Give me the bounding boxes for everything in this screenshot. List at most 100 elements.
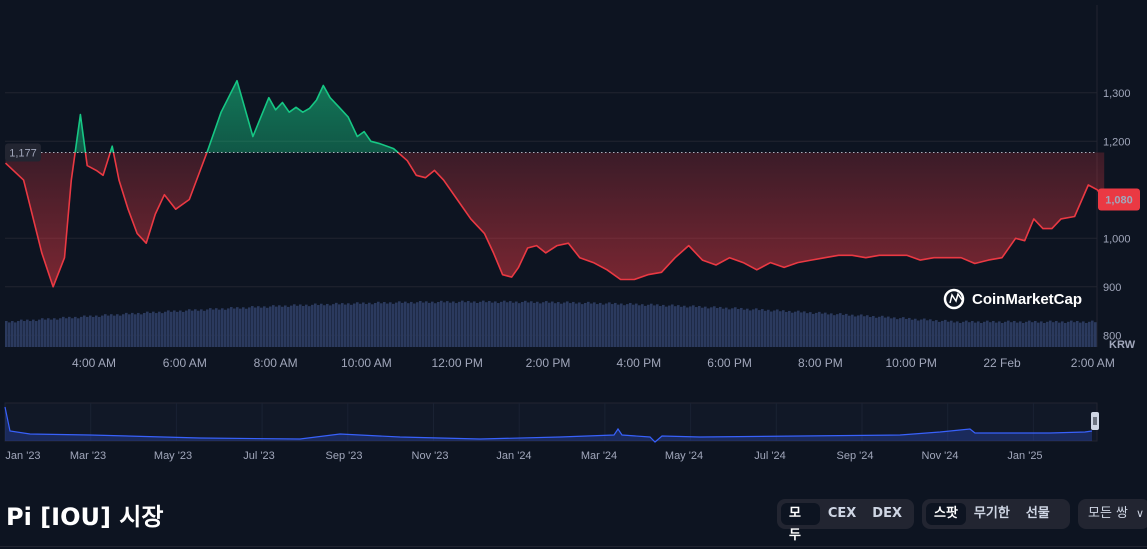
- x-tick-label: 8:00 AM: [254, 356, 298, 370]
- volume-bar: [752, 309, 755, 347]
- volume-bar: [362, 302, 365, 347]
- volume-bar: [746, 308, 749, 347]
- volume-bar: [14, 322, 17, 347]
- volume-bar: [791, 312, 794, 347]
- volume-bar: [392, 303, 395, 347]
- volume-bar: [695, 307, 698, 347]
- volume-bar: [38, 319, 41, 347]
- volume-bar: [101, 315, 104, 347]
- reference-label: 1,177: [9, 147, 37, 159]
- volume-bar: [803, 311, 806, 347]
- volume-bar: [1013, 321, 1016, 347]
- volume-bar: [137, 312, 140, 347]
- pair-dropdown[interactable]: 모든 쌍 ∨: [1078, 499, 1147, 529]
- volume-bar: [1064, 323, 1067, 347]
- volume-bar: [128, 314, 131, 347]
- volume-bar: [110, 314, 113, 347]
- exchange-type-filter: 모두 CEX DEX: [777, 499, 914, 543]
- volume-bar: [515, 301, 518, 347]
- volume-bar: [497, 303, 500, 347]
- volume-bar: [221, 308, 224, 347]
- volume-bar: [743, 309, 746, 347]
- volume-bar: [962, 321, 965, 347]
- volume-bar: [767, 309, 770, 347]
- volume-bar: [365, 304, 368, 347]
- volume-bar: [344, 304, 347, 347]
- navigator-line: [4, 406, 1093, 443]
- volume-bar: [674, 306, 677, 347]
- volume-bar: [977, 321, 980, 347]
- volume-bar: [935, 320, 938, 347]
- filter-spot-button[interactable]: 스팟: [926, 503, 966, 525]
- volume-bar: [827, 314, 830, 347]
- volume-bar: [26, 319, 29, 347]
- navigator-frame: [4, 402, 1098, 442]
- volume-bar: [614, 302, 617, 347]
- volume-bar: [1082, 321, 1085, 347]
- volume-bar: [326, 303, 329, 347]
- volume-bar: [77, 318, 80, 347]
- volume-bar: [512, 302, 515, 347]
- volume-bar: [914, 318, 917, 347]
- volume-bar: [1025, 321, 1028, 347]
- filter-cex-button[interactable]: CEX: [827, 506, 857, 521]
- volume-bar: [854, 316, 857, 347]
- volume-bar: [506, 302, 509, 347]
- volume-bar: [524, 300, 527, 347]
- volume-bar: [236, 307, 239, 347]
- volume-bar: [254, 307, 257, 347]
- volume-bar: [842, 314, 845, 347]
- price-chart[interactable]: 1,177 1,300 1,200 1,000 900 800 1,080 KRW 4:00 A…: [0, 0, 1147, 392]
- volume-bar: [896, 319, 899, 347]
- filter-futures-button[interactable]: 선물: [1025, 506, 1050, 521]
- y-tick-label: 800: [1103, 330, 1121, 342]
- volume-bar: [1007, 320, 1010, 347]
- volume-bars: [5, 300, 1097, 347]
- volume-bar: [167, 310, 170, 347]
- volume-bar: [260, 307, 263, 347]
- volume-bar: [107, 315, 110, 347]
- volume-bar: [320, 303, 323, 347]
- volume-bar: [536, 301, 539, 347]
- volume-bar: [899, 318, 902, 347]
- volume-bar: [149, 313, 152, 347]
- volume-bar: [488, 301, 491, 347]
- volume-bar: [1088, 321, 1091, 347]
- volume-bar: [404, 301, 407, 347]
- volume-bar: [152, 311, 155, 347]
- volume-bar: [1019, 321, 1022, 347]
- volume-bar: [455, 303, 458, 347]
- volume-bar: [359, 303, 362, 347]
- volume-bar: [956, 321, 959, 347]
- volume-bar: [401, 302, 404, 347]
- volume-bar: [560, 303, 563, 347]
- volume-bar: [218, 309, 221, 347]
- y-tick-label: 900: [1103, 282, 1121, 294]
- volume-bar: [641, 304, 644, 347]
- volume-bar: [230, 307, 233, 347]
- volume-bar: [863, 316, 866, 347]
- volume-bar: [32, 319, 35, 347]
- navigator-tick-label: Jul '23: [243, 450, 274, 462]
- volume-bar: [29, 321, 32, 347]
- volume-bar: [473, 301, 476, 347]
- filter-dex-button[interactable]: DEX: [872, 506, 902, 521]
- volume-bar: [527, 302, 530, 347]
- navigator-tick-label: Jul '24: [754, 450, 785, 462]
- volume-bar: [845, 313, 848, 347]
- filter-all-button[interactable]: 모두: [781, 503, 820, 543]
- volume-bar: [1022, 323, 1025, 347]
- navigator-tick-label: Mar '24: [581, 450, 617, 462]
- volume-bar: [389, 302, 392, 347]
- volume-bar: [620, 303, 623, 347]
- volume-bar: [953, 322, 956, 347]
- volume-bar: [566, 301, 569, 347]
- volume-bar: [290, 305, 293, 347]
- volume-bar: [704, 306, 707, 347]
- volume-bar: [8, 322, 11, 347]
- volume-bar: [53, 318, 56, 347]
- volume-bar: [779, 311, 782, 347]
- filter-perpetual-button[interactable]: 무기한: [973, 506, 1010, 521]
- volume-bar: [623, 305, 626, 347]
- time-navigator[interactable]: Jan '23 Mar '23 May '23 Jul '23 Sep '23 Nov '…: [0, 395, 1147, 470]
